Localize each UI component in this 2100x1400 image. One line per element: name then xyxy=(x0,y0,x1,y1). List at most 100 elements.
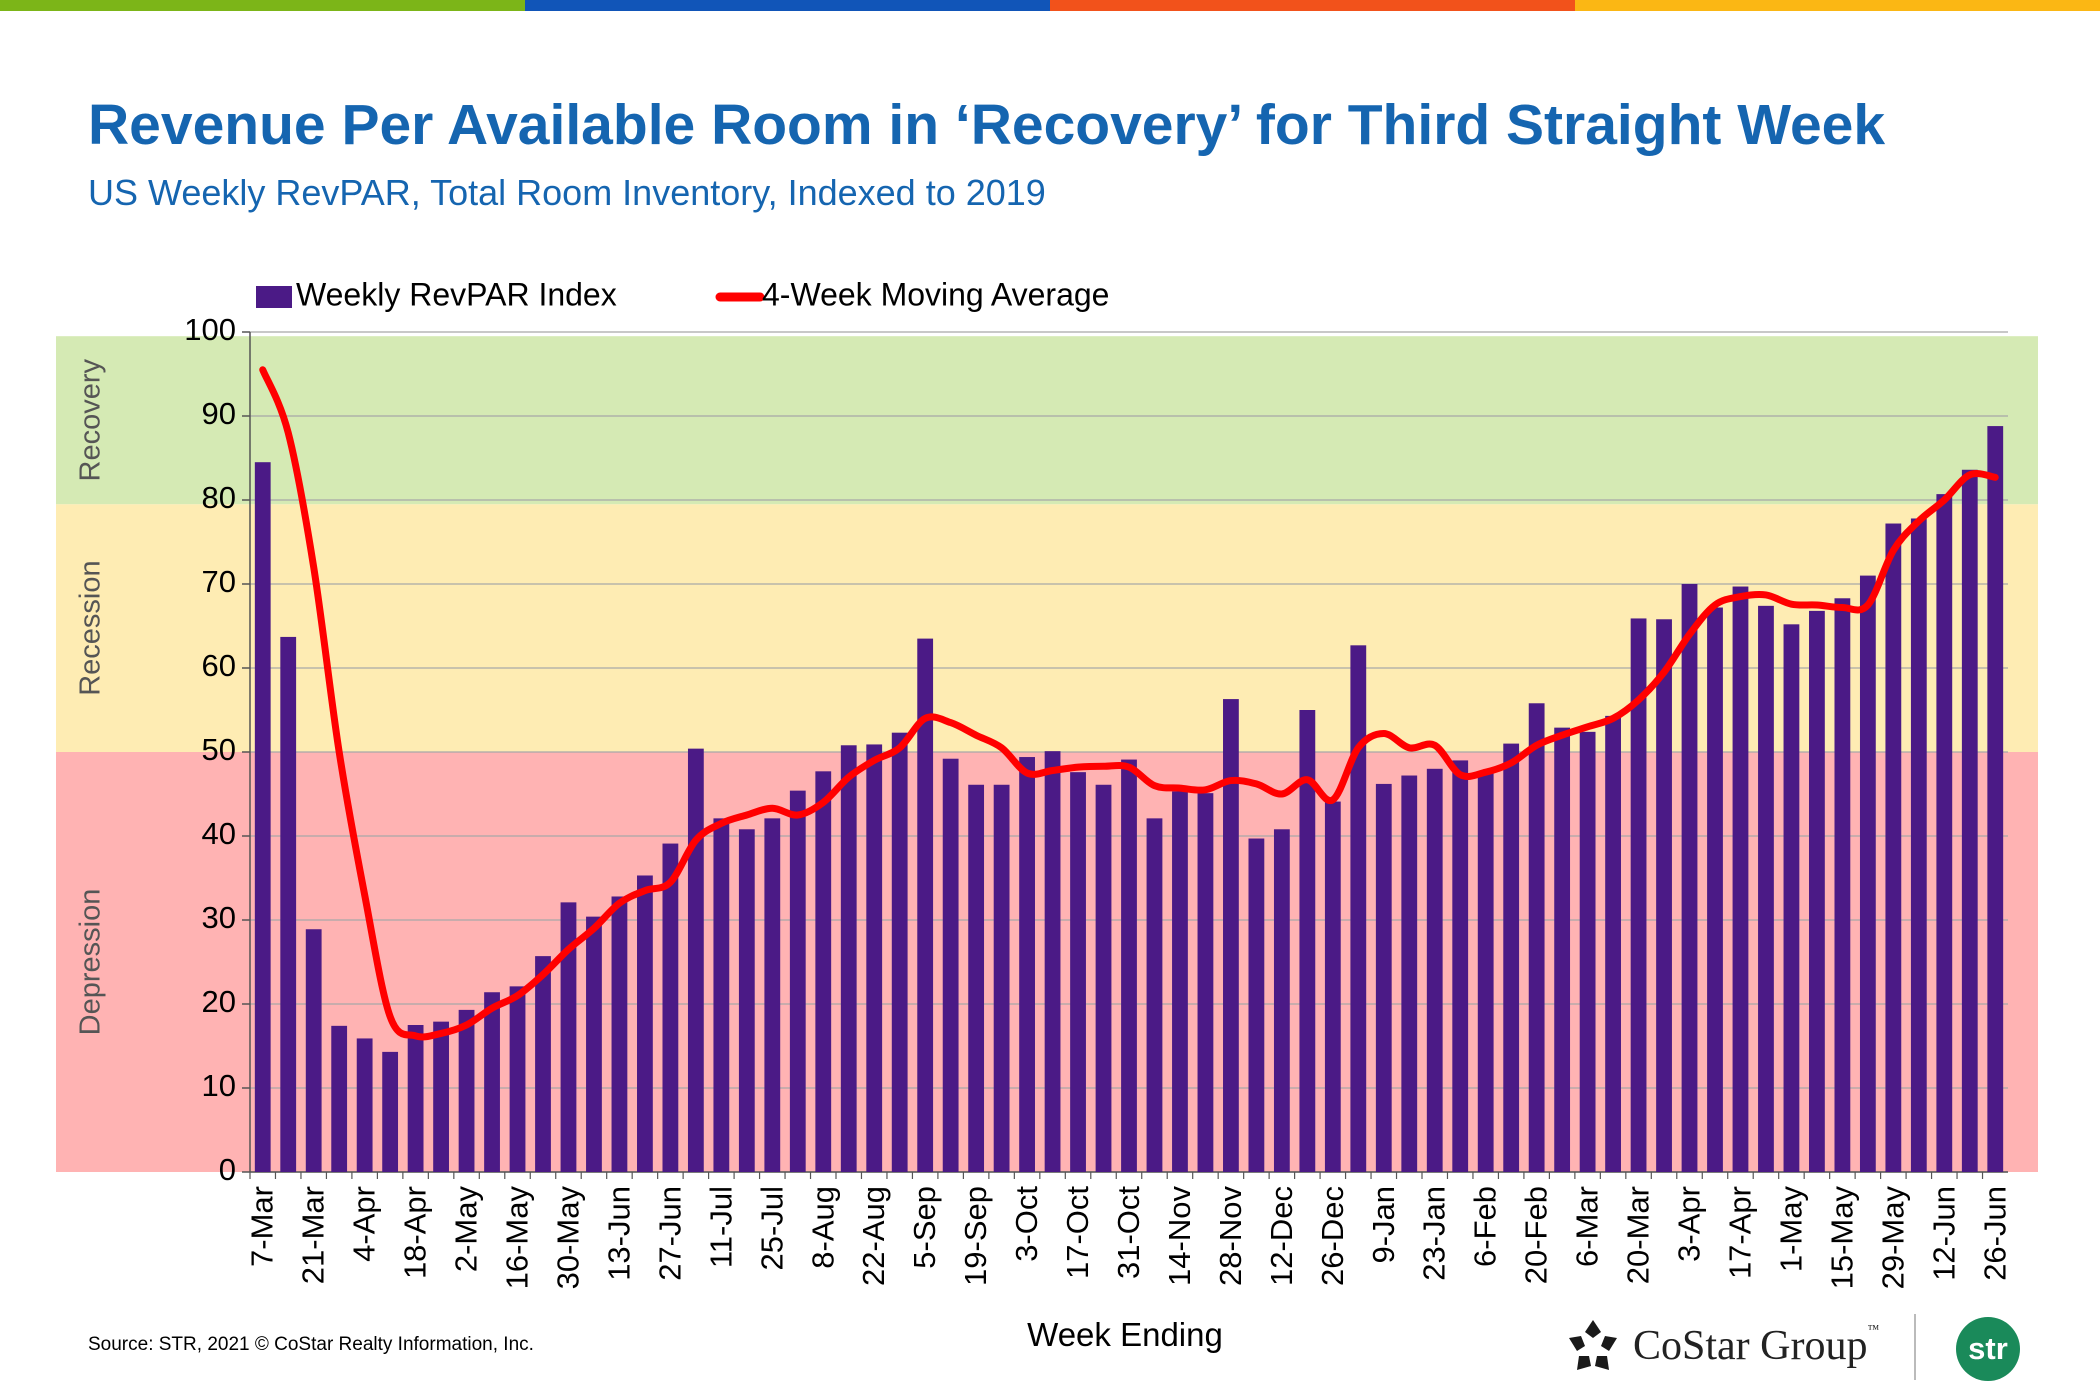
bar-6-Mar xyxy=(1579,731,1596,1172)
bar-18-Jul xyxy=(738,829,755,1172)
bar-7-Mar xyxy=(254,462,271,1172)
bar-23-Jan xyxy=(1426,768,1443,1172)
bar-28-Nov xyxy=(1223,699,1239,1172)
y-tick-label: 80 xyxy=(202,480,236,515)
x-tick-label: 13-Jun xyxy=(601,1186,636,1281)
bar-25-Apr xyxy=(433,1021,449,1172)
bar-20-Jun xyxy=(637,875,653,1172)
bar-22-Aug xyxy=(866,744,883,1172)
bar-8-Aug xyxy=(815,771,832,1172)
zone-band-recovery xyxy=(56,336,2038,505)
str-logo-badge: str xyxy=(1956,1317,2020,1381)
bar-22-May xyxy=(1859,575,1876,1172)
x-tick-label: 7-Mar xyxy=(245,1186,280,1267)
y-tick-label: 60 xyxy=(202,648,236,683)
bar-11-Jul xyxy=(713,818,730,1172)
x-axis-title: Week Ending xyxy=(1027,1316,1223,1353)
bar-1-May xyxy=(1783,624,1800,1172)
bar-4-Jul xyxy=(687,748,704,1172)
bar-29-Aug xyxy=(891,732,908,1172)
x-tick-label: 11-Jul xyxy=(703,1186,738,1268)
x-tick-label: 3-Apr xyxy=(1672,1186,1707,1262)
bar-21-Nov xyxy=(1197,793,1214,1172)
y-tick-label: 0 xyxy=(219,1152,236,1187)
bar-15-May xyxy=(1834,598,1851,1172)
legend-label-bars: Weekly RevPAR Index xyxy=(296,276,617,312)
bar-21-Mar xyxy=(305,929,322,1172)
x-tick-label: 26-Dec xyxy=(1315,1186,1350,1286)
x-tick-label: 17-Apr xyxy=(1722,1186,1757,1279)
bar-27-Feb xyxy=(1554,727,1571,1172)
top-bar-orange xyxy=(1050,0,1575,11)
bar-13-Mar xyxy=(1605,715,1621,1172)
x-tick-label: 26-Jun xyxy=(1977,1186,2012,1281)
y-tick-label: 100 xyxy=(184,312,236,347)
bar-24-Apr xyxy=(1758,605,1774,1172)
bar-5-Dec xyxy=(1248,838,1265,1172)
bar-4-Apr xyxy=(356,1038,373,1172)
bar-7-Nov xyxy=(1146,818,1163,1172)
x-tick-label: 6-Mar xyxy=(1570,1186,1605,1267)
bar-15-Aug xyxy=(840,745,857,1172)
bar-11-Apr xyxy=(382,1051,399,1172)
x-tick-label: 20-Mar xyxy=(1621,1186,1656,1284)
x-tick-label: 1-May xyxy=(1773,1186,1808,1273)
bar-14-Nov xyxy=(1172,791,1188,1172)
x-tick-label: 22-Aug xyxy=(856,1186,891,1286)
y-tick-label: 90 xyxy=(202,396,236,431)
bar-28-Mar xyxy=(331,1025,348,1172)
x-tick-label: 17-Oct xyxy=(1060,1186,1095,1279)
bar-24-Oct xyxy=(1095,784,1112,1172)
bar-30-May xyxy=(560,902,577,1172)
costar-star-icon xyxy=(1569,1320,1617,1370)
y-tick-label: 40 xyxy=(202,816,236,851)
bar-30-Jan xyxy=(1452,760,1469,1172)
bar-8-May xyxy=(1809,610,1825,1172)
bar-1-Aug xyxy=(789,790,806,1172)
x-tick-label: 5-Sep xyxy=(907,1186,942,1269)
bar-27-Jun xyxy=(662,843,679,1172)
x-tick-label: 12-Jun xyxy=(1926,1186,1961,1281)
x-tick-label: 30-May xyxy=(550,1186,585,1290)
top-bar-green xyxy=(0,0,525,11)
bar-18-Apr xyxy=(407,1025,424,1172)
legend-label-line: 4-Week Moving Average xyxy=(762,276,1109,312)
y-tick-label: 30 xyxy=(202,900,236,935)
bar-6-Jun xyxy=(586,916,602,1172)
logo-divider xyxy=(1914,1314,1916,1380)
y-tick-label: 20 xyxy=(202,984,236,1019)
bar-26-Sep xyxy=(993,784,1010,1172)
bar-6-Feb xyxy=(1477,773,1494,1172)
x-tick-label: 18-Apr xyxy=(398,1186,433,1279)
bar-25-Jul xyxy=(764,818,781,1172)
x-tick-label: 31-Oct xyxy=(1111,1186,1146,1279)
x-tick-label: 19-Sep xyxy=(958,1186,993,1286)
top-color-bar xyxy=(0,0,2100,11)
zone-label-recession: Recession xyxy=(75,560,107,695)
x-tick-label: 12-Dec xyxy=(1264,1186,1299,1286)
costar-logo-text: CoStar Group™ xyxy=(1633,1322,1880,1369)
x-tick-label: 15-May xyxy=(1824,1186,1859,1290)
bar-10-Apr xyxy=(1707,607,1723,1172)
bar-5-Sep xyxy=(917,638,934,1172)
costar-logo: CoStar Group™ xyxy=(1565,1318,1879,1374)
bar-29-May xyxy=(1885,523,1902,1172)
bar-13-Feb xyxy=(1503,743,1520,1172)
bar-20-Mar xyxy=(1630,618,1647,1172)
bar-3-Apr xyxy=(1681,584,1698,1172)
bar-23-May xyxy=(535,956,551,1172)
x-tick-label: 21-Mar xyxy=(296,1186,331,1284)
page-subtitle: US Weekly RevPAR, Total Room Inventory, … xyxy=(88,172,1046,213)
bar-19-Jun xyxy=(1961,469,1978,1172)
x-tick-label: 6-Feb xyxy=(1468,1186,1503,1267)
moving-average-line xyxy=(259,366,1999,1041)
bar-17-Oct xyxy=(1070,772,1086,1172)
x-tick-label: 25-Jul xyxy=(754,1186,789,1270)
x-tick-label: 9-Jan xyxy=(1366,1186,1401,1264)
x-tick-label: 29-May xyxy=(1875,1186,1910,1290)
bar-12-Jun xyxy=(1936,494,1953,1172)
x-tick-label: 20-Feb xyxy=(1519,1186,1554,1284)
y-tick-label: 50 xyxy=(202,732,236,767)
bar-27-Mar xyxy=(1656,619,1672,1172)
